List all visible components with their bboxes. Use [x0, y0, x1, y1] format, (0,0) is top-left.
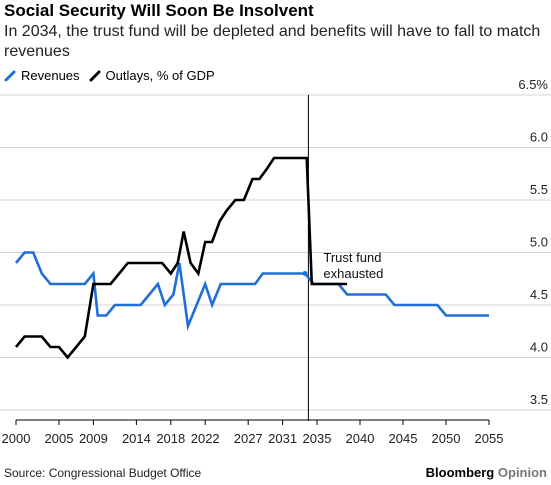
legend-swatch-outlays: [89, 70, 101, 81]
brand-section: Opinion: [497, 465, 547, 480]
chart-subtitle: In 2034, the trust fund will be depleted…: [4, 23, 541, 60]
x-tick-label: 2018: [156, 431, 185, 446]
brand-logo: Bloomberg Opinion: [426, 465, 547, 480]
x-tick-label: 2035: [303, 431, 332, 446]
legend-label-outlays: Outlays, % of GDP: [105, 68, 215, 83]
annotation-label-line1: Trust fund: [323, 250, 381, 265]
x-tick-label: 2031: [268, 431, 297, 446]
x-tick-label: 2005: [45, 431, 74, 446]
x-tick-label: 2027: [234, 431, 263, 446]
legend: Revenues Outlays, % of GDP: [4, 68, 224, 83]
y-tick-label: 4.0: [530, 340, 548, 355]
x-tick-label: 2050: [432, 431, 461, 446]
revenues-series-line: [14, 251, 489, 331]
annotation-label-line2: exhausted: [323, 266, 383, 281]
y-tick-label: 6.5%: [518, 77, 548, 92]
x-tick-label: 2040: [346, 431, 375, 446]
y-tick-label: 3.5: [530, 392, 548, 407]
source-note: Source: Congressional Budget Office: [4, 466, 202, 480]
y-tick-label: 5.5: [530, 182, 548, 197]
y-tick-label: 5.0: [530, 235, 548, 250]
x-tick-label: 2045: [389, 431, 418, 446]
x-tick-label: 2009: [79, 431, 108, 446]
x-tick-label: 2055: [475, 431, 504, 446]
y-tick-label: 4.5: [530, 287, 548, 302]
x-tick-label: 2000: [2, 431, 31, 446]
legend-item-revenues: Revenues: [4, 68, 80, 83]
outlays-series-line: [14, 156, 348, 360]
x-tick-label: 2014: [122, 431, 151, 446]
legend-item-outlays: Outlays, % of GDP: [89, 68, 215, 83]
legend-label-revenues: Revenues: [21, 68, 80, 83]
brand-name: Bloomberg: [425, 465, 495, 480]
chart-title: Social Security Will Soon Be Insolvent: [4, 1, 314, 20]
revenues-marker-point: [302, 271, 308, 276]
x-tick-label: 2022: [191, 431, 220, 446]
legend-swatch-revenues: [4, 70, 16, 81]
y-tick-label: 6.0: [530, 130, 548, 145]
